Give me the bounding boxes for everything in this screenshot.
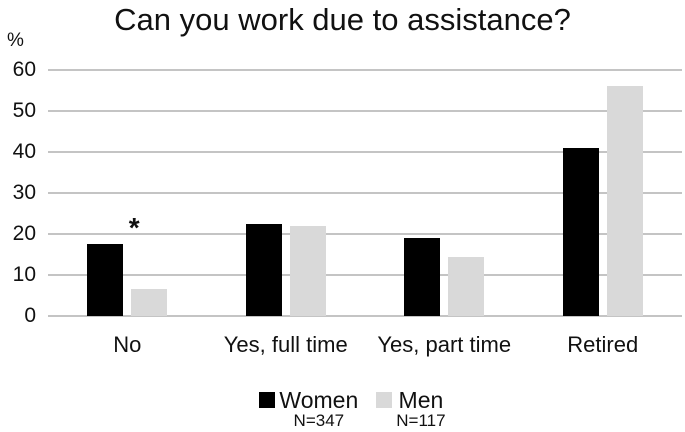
y-tick-label: 0 [24, 304, 36, 327]
legend: Women N=347 Men N=117 [10, 388, 685, 430]
bar-group-yes-part-time [365, 70, 524, 316]
legend-swatch-men [376, 392, 393, 408]
x-tick-label: No [113, 332, 142, 357]
y-tick-label: 10 [12, 263, 36, 286]
bar-group-no: * [48, 70, 207, 316]
gridline [48, 69, 682, 71]
gridline [48, 233, 682, 235]
plot-area: * [48, 69, 683, 317]
legend-swatch-women [259, 392, 276, 408]
gridline [48, 110, 682, 112]
bar-men [606, 86, 643, 316]
legend-sample-size: N=347 [293, 411, 345, 430]
bar-women [87, 244, 124, 316]
y-tick-label: 20 [12, 222, 36, 245]
bar-men [289, 225, 326, 316]
y-tick-label: 50 [12, 99, 36, 122]
bar-men [448, 256, 485, 316]
y-tick-label: 40 [12, 140, 36, 163]
bar-men [131, 289, 168, 316]
y-tick-label: 60 [12, 58, 36, 81]
legend-label: Women [279, 387, 359, 413]
significance-asterisk: * [128, 212, 140, 243]
legend-item-women: Women N=347 [259, 388, 358, 430]
gridline [48, 315, 682, 317]
x-axis: No Yes, full time Yes, part time Retired [48, 332, 682, 358]
bar-women [562, 147, 599, 316]
legend-item-men: Men N=117 [376, 388, 446, 430]
legend-sample-size: N=117 [396, 411, 446, 430]
legend-label: Men [398, 387, 444, 413]
gridline [48, 274, 682, 276]
gridline [48, 192, 682, 194]
legend-texts: Women N=347 [279, 388, 358, 430]
x-tick-label: Yes, full time [223, 332, 348, 357]
x-tick-label: Retired [567, 332, 639, 357]
gridline [48, 151, 682, 153]
y-tick-label: 30 [12, 181, 36, 204]
chart-title: Can you work due to assistance? [114, 2, 571, 37]
bar-women [245, 223, 282, 316]
legend-texts: Men N=117 [396, 388, 445, 430]
bar-group-retired [524, 70, 683, 316]
y-axis: 0 10 20 30 40 50 60 [0, 59, 36, 327]
y-axis-unit-label: % [7, 30, 24, 51]
bar-group-yes-full-time [207, 70, 366, 316]
x-tick-label: Yes, part time [377, 332, 512, 357]
bar-women [404, 238, 441, 316]
